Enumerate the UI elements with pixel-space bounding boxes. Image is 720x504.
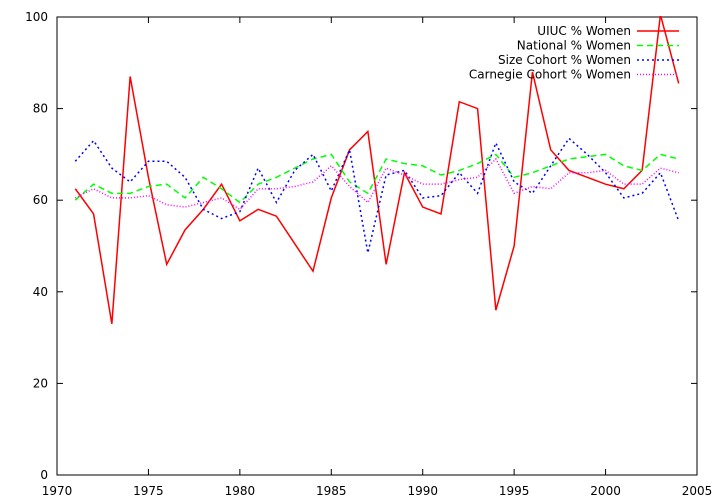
series-line-2	[74, 153, 679, 204]
x-tick-label: 2005	[682, 484, 713, 498]
legend-label: Size Cohort % Women	[498, 53, 631, 67]
series-line-3	[74, 137, 680, 254]
series-line-1	[74, 16, 680, 324]
plot-frame	[56, 16, 698, 476]
legend-label: UIUC % Women	[537, 24, 631, 38]
x-tick-label: 1995	[499, 484, 530, 498]
series-line-4	[74, 157, 679, 211]
axis-ticks	[56, 16, 698, 476]
axis-tick-labels: 1970 1975 1980 1985 1990 1995 2000 2005 0 20 40 60 8…	[25, 10, 712, 498]
y-tick-label: 100	[25, 10, 48, 24]
y-tick-label: 20	[33, 376, 48, 390]
x-tick-label: 1980	[225, 484, 256, 498]
series-lines	[74, 16, 680, 324]
y-tick-label: 80	[33, 102, 48, 116]
x-tick-label: 1975	[133, 484, 164, 498]
y-tick-label: 40	[33, 285, 48, 299]
x-tick-label: 1970	[42, 484, 73, 498]
y-tick-label: 60	[33, 193, 48, 207]
x-tick-label: 1985	[316, 484, 347, 498]
y-tick-label: 0	[40, 468, 48, 482]
legend-label: National % Women	[517, 39, 631, 53]
legend-label: Carnegie Cohort % Women	[469, 68, 631, 82]
x-tick-label: 2000	[590, 484, 621, 498]
x-tick-label: 1990	[407, 484, 438, 498]
